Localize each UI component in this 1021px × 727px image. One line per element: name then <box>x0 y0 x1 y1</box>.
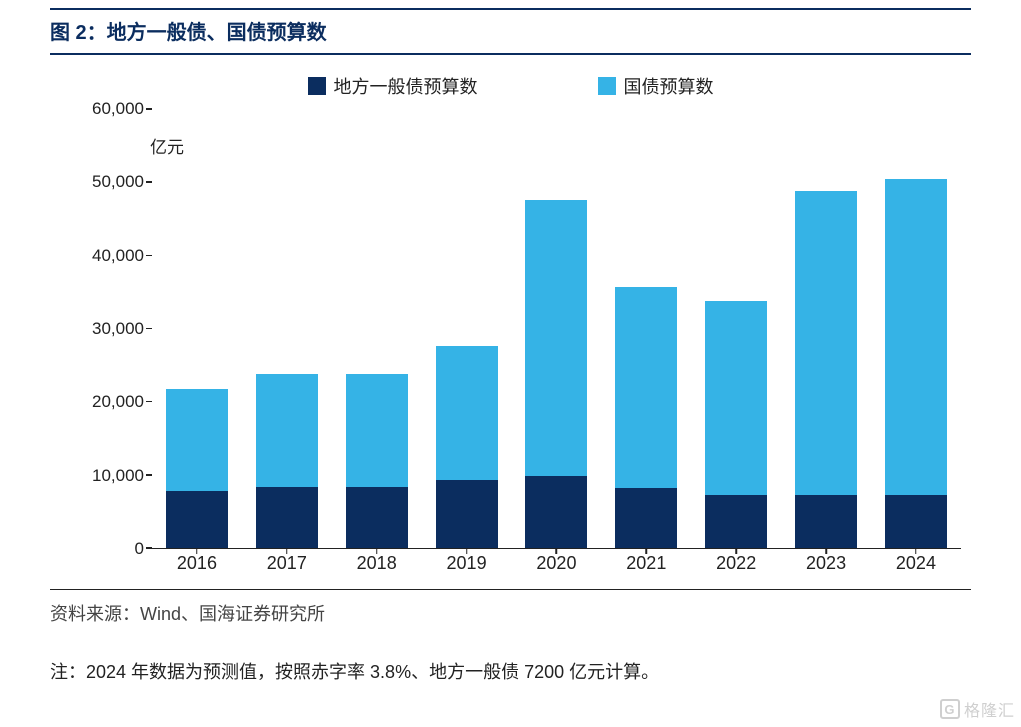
x-tick-label: 2016 <box>166 549 228 579</box>
watermark-text: 格隆汇 <box>964 697 1015 721</box>
bar-segment-local <box>525 476 587 548</box>
x-tick-label: 2021 <box>615 549 677 579</box>
x-tick <box>735 548 737 554</box>
bar-segment-national <box>795 191 857 495</box>
bar-group <box>885 109 947 548</box>
y-tick <box>146 474 152 476</box>
y-axis-labels: 010,00020,00030,00040,00050,00060,000 <box>80 109 150 549</box>
chart-title: 图 2：地方一般债、国债预算数 <box>50 16 971 45</box>
bar-group <box>705 109 767 548</box>
bar-group <box>166 109 228 548</box>
y-tick-label: 20,000 <box>92 392 144 412</box>
bar-segment-local <box>436 480 498 548</box>
bar-segment-national <box>885 179 947 496</box>
y-tick-label: 10,000 <box>92 466 144 486</box>
legend-swatch-icon <box>308 77 326 95</box>
x-tick-label: 2024 <box>885 549 947 579</box>
bar-segment-national <box>615 287 677 488</box>
y-tick-label: 50,000 <box>92 172 144 192</box>
chart-title-bar: 图 2：地方一般债、国债预算数 <box>50 8 971 55</box>
x-tick <box>466 548 468 554</box>
x-tick-label: 2023 <box>795 549 857 579</box>
bars-container <box>152 109 961 548</box>
y-tick <box>146 328 152 330</box>
bar-group <box>346 109 408 548</box>
y-tick-label: 0 <box>135 539 144 559</box>
bar-segment-local <box>256 487 318 548</box>
x-tick <box>196 548 198 554</box>
bar-segment-local <box>705 495 767 548</box>
bar-segment-local <box>346 487 408 548</box>
watermark-icon: G <box>940 699 960 719</box>
bar-segment-local <box>615 488 677 548</box>
y-tick <box>146 255 152 257</box>
x-tick-label: 2022 <box>705 549 767 579</box>
note-text: 注：2024 年数据为预测值，按照赤字率 3.8%、地方一般债 7200 亿元计… <box>50 626 971 684</box>
legend: 地方一般债预算数 国债预算数 <box>50 73 971 99</box>
x-tick-label: 2020 <box>525 549 587 579</box>
legend-item: 国债预算数 <box>598 73 714 99</box>
legend-item: 地方一般债预算数 <box>308 73 478 99</box>
bar-segment-national <box>166 389 228 491</box>
legend-label: 地方一般债预算数 <box>334 73 478 99</box>
bar-segment-local <box>885 495 947 548</box>
bar-group <box>795 109 857 548</box>
bar-group <box>615 109 677 548</box>
y-tick <box>146 181 152 183</box>
y-tick-label: 60,000 <box>92 99 144 119</box>
y-tick <box>146 108 152 110</box>
y-tick-label: 30,000 <box>92 319 144 339</box>
bar-segment-national <box>705 301 767 495</box>
x-tick <box>646 548 648 554</box>
x-tick <box>286 548 288 554</box>
bar-group <box>436 109 498 548</box>
legend-swatch-icon <box>598 77 616 95</box>
bar-segment-national <box>346 374 408 487</box>
bar-group <box>256 109 318 548</box>
chart-area: 亿元 010,00020,00030,00040,00050,00060,000… <box>80 109 961 579</box>
bar-group <box>525 109 587 548</box>
bar-segment-national <box>525 200 587 477</box>
plot-region <box>152 109 961 549</box>
y-tick-label: 40,000 <box>92 246 144 266</box>
source-text: 资料来源：Wind、国海证券研究所 <box>50 590 971 626</box>
bar-segment-local <box>795 495 857 548</box>
bar-segment-national <box>256 374 318 487</box>
x-tick <box>376 548 378 554</box>
x-tick-label: 2017 <box>256 549 318 579</box>
legend-label: 国债预算数 <box>624 73 714 99</box>
x-tick-label: 2019 <box>436 549 498 579</box>
watermark: G 格隆汇 <box>940 697 1015 721</box>
x-tick-label: 2018 <box>346 549 408 579</box>
x-tick <box>556 548 558 554</box>
x-tick <box>825 548 827 554</box>
y-tick <box>146 401 152 403</box>
bar-segment-local <box>166 491 228 548</box>
x-tick <box>915 548 917 554</box>
x-axis-labels: 2016 2017 2018 2019 2020 2021 2022 2023 2024 <box>152 549 961 579</box>
bar-segment-national <box>436 346 498 480</box>
